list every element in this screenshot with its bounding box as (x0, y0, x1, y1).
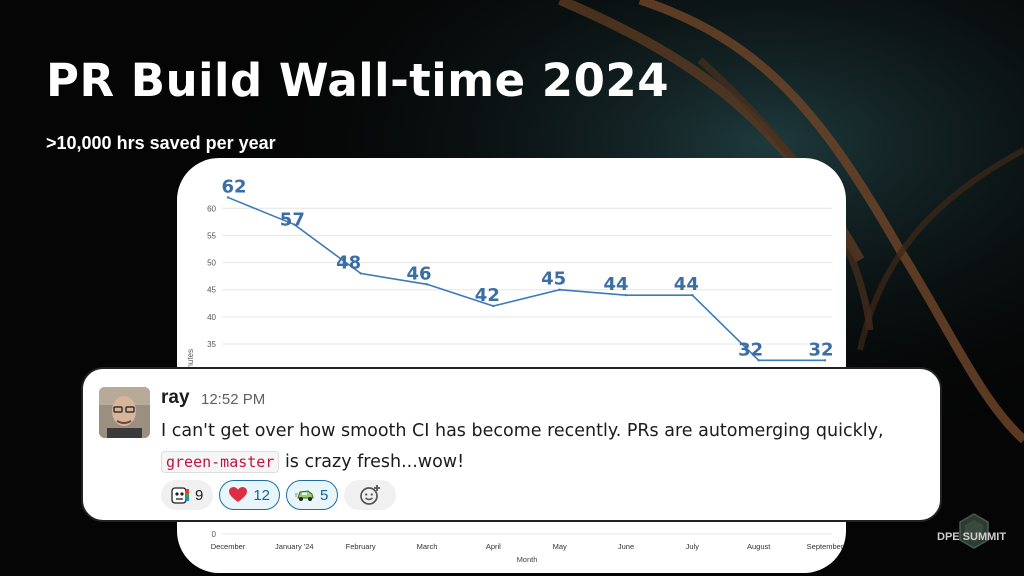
add-reaction-button[interactable] (344, 480, 397, 510)
data-label: 46 (406, 263, 431, 284)
y-tick-label: 60 (207, 204, 216, 213)
x-tick-label: May (553, 542, 567, 551)
inline-code: green-master (161, 451, 280, 473)
data-point (293, 223, 296, 226)
chat-message: ray 12:52 PM I can't get over how smooth… (81, 367, 942, 522)
y-tick-label: 55 (207, 231, 216, 240)
y-tick-label: 40 (207, 313, 216, 322)
x-tick-label: February (346, 542, 376, 551)
reaction-red-heart[interactable]: 12 (219, 480, 281, 510)
x-tick-label: July (686, 542, 700, 551)
x-axis-label: Month (517, 555, 538, 564)
series-line (227, 196, 825, 362)
message-text-part1: I can't get over how smooth CI has becom… (161, 421, 884, 441)
reaction-count: 5 (320, 486, 329, 504)
y-tick-label: 35 (207, 340, 216, 349)
data-point (757, 359, 760, 362)
data-label: 62 (221, 176, 246, 197)
data-point (492, 304, 495, 308)
data-label: 44 (603, 274, 628, 295)
data-point (691, 293, 694, 297)
red-heart-icon (229, 487, 248, 502)
summit-logo-icon (959, 513, 989, 549)
data-label: 45 (541, 269, 566, 290)
reaction-party-parrot[interactable]: 9 (161, 480, 214, 510)
x-tick-label: March (417, 542, 438, 551)
data-label: 48 (336, 252, 361, 273)
x-tick-label: August (747, 542, 771, 551)
data-point (823, 359, 827, 362)
y-axis-label: Minutes (186, 349, 195, 377)
slide-title: PR Build Wall-time 2024 (46, 54, 670, 107)
x-tick-label: January '24 (275, 542, 314, 551)
brand-label: DPE SUMMIT (937, 531, 1007, 543)
data-label: 32 (808, 339, 833, 360)
data-point (624, 293, 628, 297)
avatar[interactable] (99, 387, 150, 438)
reaction-fast-car[interactable]: 5 (286, 480, 339, 510)
slide-subtitle: >10,000 hrs saved per year (46, 133, 276, 153)
data-point (359, 272, 362, 275)
fast-car-icon (295, 490, 314, 501)
reaction-count: 12 (253, 486, 271, 504)
x-tick-label: June (618, 542, 634, 551)
data-point (558, 288, 561, 291)
data-label: 42 (475, 285, 500, 306)
data-point (425, 283, 429, 286)
x-tick-label: April (486, 542, 501, 551)
x-tick-label: September (807, 542, 844, 551)
message-author[interactable]: ray (161, 387, 190, 408)
x-tick-label: December (211, 542, 246, 551)
data-label: 57 (280, 210, 305, 231)
y-tick-label: 50 (207, 259, 216, 268)
reaction-count: 9 (195, 486, 204, 504)
reaction-bar: 9 12 5 (161, 480, 397, 510)
y-tick-label: 45 (207, 286, 216, 295)
message-text-part2: is crazy fresh...wow! (279, 452, 465, 472)
message-timestamp[interactable]: 12:52 PM (201, 391, 266, 408)
message-body: I can't get over how smooth CI has becom… (161, 416, 931, 478)
y-tick-label: 0 (212, 530, 217, 539)
party-parrot-icon (171, 487, 189, 504)
data-label: 32 (738, 339, 763, 360)
add-reaction-icon (360, 485, 381, 505)
data-point (226, 196, 230, 199)
data-label: 44 (674, 274, 699, 295)
